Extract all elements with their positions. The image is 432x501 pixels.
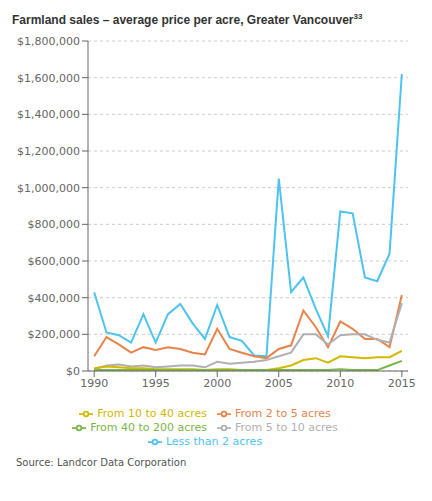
html-text:Farmland sales – average price: Farmland sales – average price per acre,… bbox=[12, 12, 363, 27]
html-text:From 40 to 200 acres: From 40 to 200 acres bbox=[90, 421, 207, 434]
html-text:From 2 to 5 acres: From 2 to 5 acres bbox=[235, 407, 331, 420]
svg-text:$1,600,000: $1,600,000 bbox=[17, 72, 80, 85]
html-text:From 10 to 40 acres: From 10 to 40 acres bbox=[97, 407, 207, 420]
svg-text:$1,200,000: $1,200,000 bbox=[17, 145, 80, 158]
svg-text:2010: 2010 bbox=[326, 377, 354, 390]
svg-text:$1,000,000: $1,000,000 bbox=[17, 182, 80, 195]
svg-text:$200,000: $200,000 bbox=[28, 328, 81, 341]
html-text:From 5 to 10 acres: From 5 to 10 acres bbox=[235, 421, 338, 434]
svg-text:$1,400,000: $1,400,000 bbox=[17, 108, 80, 121]
svg-text:$600,000: $600,000 bbox=[28, 255, 81, 268]
svg-text:2005: 2005 bbox=[265, 377, 293, 390]
svg-text:$800,000: $800,000 bbox=[28, 218, 81, 231]
svg-text:2015: 2015 bbox=[388, 377, 416, 390]
html-text:Source: Landcor Data Corporati: Source: Landcor Data Corporation bbox=[16, 457, 187, 468]
svg-text:1995: 1995 bbox=[142, 377, 170, 390]
html-text:Less than 2 acres: Less than 2 acres bbox=[165, 435, 263, 448]
svg-text:2000: 2000 bbox=[203, 377, 231, 390]
svg-text:$1,800,000: $1,800,000 bbox=[17, 35, 80, 48]
svg-text:$0: $0 bbox=[66, 365, 80, 378]
svg-text:$400,000: $400,000 bbox=[28, 292, 81, 305]
svg-text:1990: 1990 bbox=[80, 377, 108, 390]
